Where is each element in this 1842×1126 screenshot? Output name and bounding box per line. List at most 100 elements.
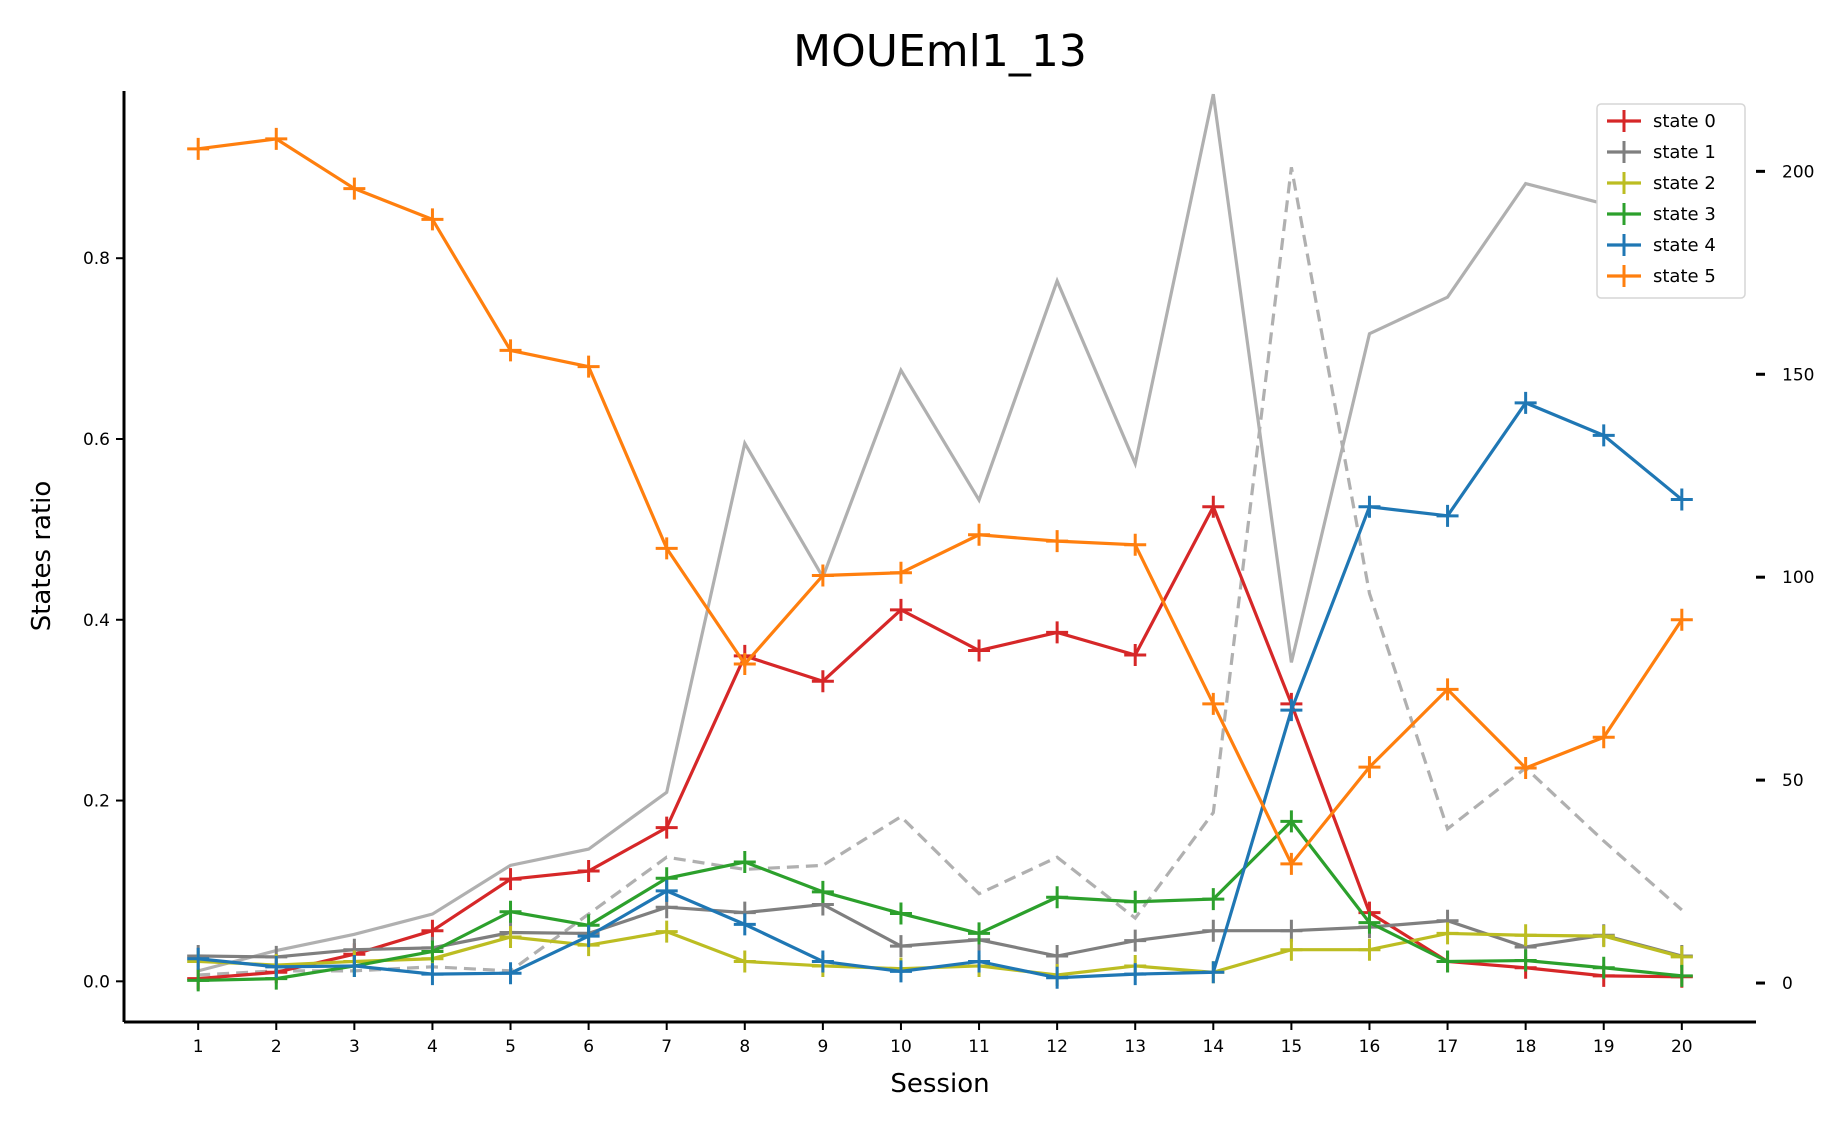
data-point <box>1202 961 1225 984</box>
series-line-1 <box>198 902 1683 959</box>
data-point <box>499 900 522 923</box>
data-point <box>421 208 444 231</box>
x-tick-label: 1 <box>193 1037 204 1057</box>
x-tick-label: 10 <box>890 1037 912 1057</box>
legend-marker <box>1613 265 1635 287</box>
series-line-3 <box>198 818 1682 983</box>
y2-tick-label: 200 <box>1782 162 1814 182</box>
legend-item: state 3 <box>1607 203 1716 225</box>
y-axis-label: States ratio <box>27 481 57 632</box>
data-point <box>1202 692 1225 715</box>
legend-item: state 5 <box>1607 265 1716 287</box>
data-point <box>1514 924 1537 947</box>
x-tick-label: 20 <box>1671 1037 1693 1057</box>
series-line-4 <box>198 400 1683 980</box>
data-point <box>499 868 522 891</box>
data-point <box>1436 950 1459 973</box>
chart-title: MOUEml1_13 <box>793 26 1087 77</box>
data-point <box>1670 608 1693 631</box>
series-line-5 <box>197 137 1684 867</box>
x-tick-label: 9 <box>817 1037 828 1057</box>
x-tick-label: 6 <box>583 1037 594 1057</box>
legend-item: state 1 <box>1607 141 1716 163</box>
data-point <box>1514 949 1537 972</box>
series-1 <box>187 893 1693 968</box>
legend-marker <box>1613 172 1635 194</box>
y-tick-label: 0.6 <box>83 430 110 450</box>
x-tick-label: 16 <box>1359 1037 1381 1057</box>
data-point <box>577 925 600 948</box>
data-point <box>1592 956 1615 979</box>
data-point <box>1670 488 1693 511</box>
data-point <box>968 950 991 973</box>
legend-label: state 2 <box>1653 173 1716 194</box>
data-point <box>265 127 288 150</box>
y2-ticks: 0 50 100 150 200 <box>1756 162 1814 994</box>
x-axis-label: Session <box>890 1069 989 1099</box>
x-tick-label: 19 <box>1593 1037 1615 1057</box>
data-point <box>1280 919 1303 942</box>
data-point <box>1436 678 1459 701</box>
y2-tick-label: 50 <box>1782 771 1804 791</box>
data-point <box>968 639 991 662</box>
data-point <box>1514 391 1537 414</box>
data-point <box>1358 495 1381 518</box>
data-point <box>1124 963 1147 986</box>
data-point <box>889 561 912 584</box>
data-point <box>1436 504 1459 527</box>
legend: state 0 state 1 state 2 state 3 state 4 state… <box>1596 103 1746 299</box>
x-tick-label: 2 <box>271 1037 282 1057</box>
y-tick-label: 0.0 <box>83 972 110 992</box>
data-point <box>1202 888 1225 911</box>
data-point <box>187 947 210 970</box>
data-point <box>1592 424 1615 447</box>
data-point <box>811 564 834 587</box>
data-point <box>1358 911 1381 934</box>
series-line-0 <box>198 502 1682 981</box>
data-point <box>655 537 678 560</box>
data-point <box>1202 919 1225 942</box>
data-point <box>733 913 756 936</box>
data-point <box>1436 922 1459 945</box>
data-point <box>811 950 834 973</box>
data-point <box>1670 964 1693 987</box>
x-tick-label: 15 <box>1281 1037 1303 1057</box>
data-point <box>889 902 912 925</box>
data-point <box>1124 890 1147 913</box>
x-tick-label: 8 <box>739 1037 750 1057</box>
x-tick-label: 14 <box>1202 1037 1224 1057</box>
legend-item: state 2 <box>1607 172 1716 194</box>
data-point <box>733 653 756 676</box>
legend-label: state 1 <box>1653 142 1716 163</box>
data-point <box>1358 756 1381 779</box>
legend-marker <box>1613 141 1635 163</box>
series-2 <box>187 920 1693 986</box>
y-tick-label: 0.2 <box>83 792 110 812</box>
data-point <box>1592 726 1615 749</box>
secondary-line-0 <box>197 93 1683 973</box>
data-point <box>421 963 444 986</box>
data-point <box>577 860 600 883</box>
legend-label: state 0 <box>1653 111 1716 132</box>
legend-label: state 3 <box>1653 204 1716 225</box>
legend-marker <box>1613 203 1635 225</box>
data-point <box>889 960 912 983</box>
legend-label: state 5 <box>1653 266 1716 287</box>
data-point <box>655 920 678 943</box>
data-point <box>1670 945 1693 968</box>
x-ticks: 1 2 3 4 5 6 7 8 9 10 11 12 13 14 15 16 17 18 19 20 <box>193 1022 1693 1057</box>
data-point <box>733 950 756 973</box>
y-ticks: 0.0 0.2 0.4 0.6 0.8 <box>83 249 124 992</box>
data-point <box>1280 852 1303 875</box>
x-tick-label: 5 <box>505 1037 516 1057</box>
data-point <box>187 969 210 992</box>
data-point <box>499 962 522 985</box>
x-tick-label: 17 <box>1437 1037 1459 1057</box>
x-tick-label: 11 <box>968 1037 990 1057</box>
data-point <box>343 954 366 977</box>
data-point <box>1280 699 1303 722</box>
data-point <box>187 137 210 160</box>
data-point <box>1046 530 1069 553</box>
y2-tick-label: 100 <box>1782 568 1814 588</box>
